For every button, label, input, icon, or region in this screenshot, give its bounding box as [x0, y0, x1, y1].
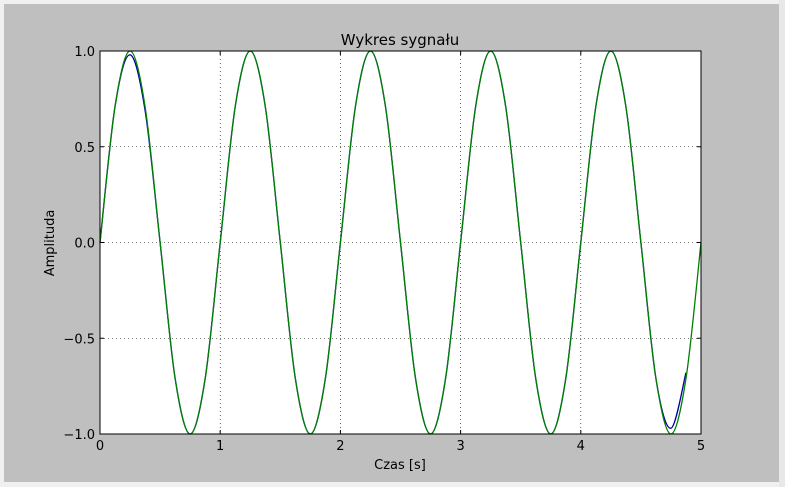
chart-title: Wykres sygnału — [341, 31, 459, 49]
y-tick-label: 0.5 — [74, 141, 95, 156]
x-tick-labels: 0 1 2 3 4 5 — [96, 439, 705, 454]
x-tick-label: 0 — [96, 439, 104, 454]
x-axis-label: Czas [s] — [374, 458, 426, 473]
y-tick-label: −0.5 — [63, 332, 95, 347]
y-tick-label: 0.0 — [74, 237, 95, 252]
x-tick-label: 4 — [577, 439, 585, 454]
series-line-2 — [99, 50, 702, 435]
x-tick-label: 5 — [697, 439, 705, 454]
series-lines — [99, 50, 702, 435]
y-axis-label: Amplituda — [43, 210, 58, 277]
y-tick-labels: −1.0 −0.5 0.0 0.5 1.0 — [63, 45, 95, 443]
y-tick-label: −1.0 — [63, 428, 95, 443]
x-tick-label: 1 — [216, 439, 224, 454]
x-tick-label: 3 — [456, 439, 464, 454]
x-tick-label: 2 — [336, 439, 344, 454]
y-tick-label: 1.0 — [74, 45, 95, 60]
tick-marks — [99, 50, 702, 435]
window-right-edge — [779, 0, 785, 487]
